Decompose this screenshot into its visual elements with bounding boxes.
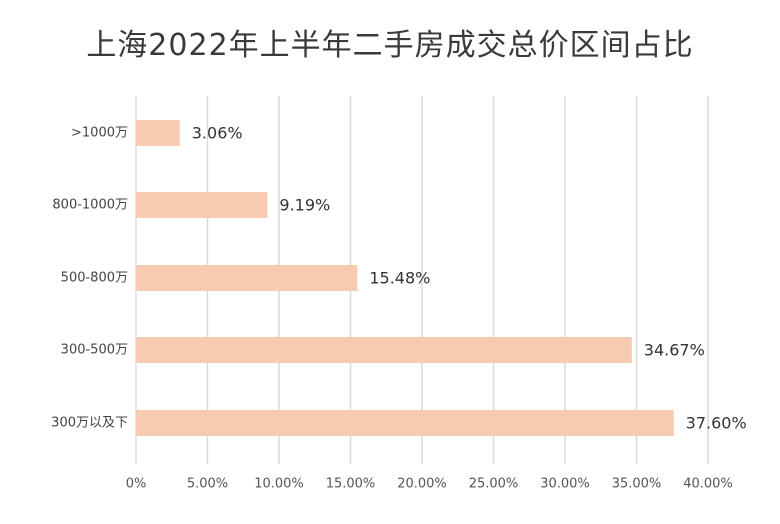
data-label: 3.06% bbox=[192, 124, 243, 143]
category-label: 800-1000万 bbox=[52, 198, 128, 213]
x-tick-label: 20.00% bbox=[397, 477, 447, 492]
x-tick-label: 40.00% bbox=[683, 477, 733, 492]
data-label: 34.67% bbox=[644, 341, 705, 360]
category-label: >1000万 bbox=[71, 126, 128, 141]
bar bbox=[136, 192, 268, 218]
data-label: 15.48% bbox=[369, 269, 430, 288]
x-tick-label: 0% bbox=[126, 477, 147, 492]
x-tick-label: 15.00% bbox=[326, 477, 376, 492]
bar bbox=[136, 410, 674, 436]
x-tick-label: 10.00% bbox=[254, 477, 304, 492]
x-tick-label: 35.00% bbox=[612, 477, 662, 492]
data-label: 9.19% bbox=[279, 196, 330, 215]
x-tick-label: 5.00% bbox=[187, 477, 228, 492]
category-label: 500-800万 bbox=[61, 271, 128, 286]
category-label: 300万以及下 bbox=[51, 416, 128, 431]
x-tick-label: 30.00% bbox=[540, 477, 590, 492]
bar bbox=[136, 120, 180, 146]
bar bbox=[136, 337, 632, 363]
category-label: 300-500万 bbox=[61, 343, 128, 358]
data-label: 37.60% bbox=[686, 414, 747, 433]
x-tick-label: 25.00% bbox=[469, 477, 519, 492]
bar bbox=[136, 265, 358, 291]
chart-title: 上海2022年上半年二手房成交总价区间占比 bbox=[86, 28, 694, 63]
